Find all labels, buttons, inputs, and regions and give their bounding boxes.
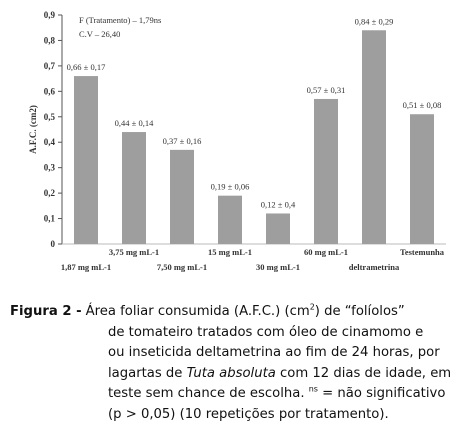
y-tick-label: 0,3 xyxy=(44,163,56,173)
y-tick-label: 0,8 xyxy=(44,35,56,45)
data-label: 0,37 ± 0,16 xyxy=(163,136,202,146)
data-label: 0,84 ± 0,29 xyxy=(355,16,394,26)
caption-line-1: Área foliar consumida (A.F.C.) (cm xyxy=(85,304,310,319)
bar xyxy=(74,76,98,244)
y-tick-label: 0 xyxy=(51,239,56,249)
bar xyxy=(122,132,146,244)
y-tick-label: 0,4 xyxy=(44,137,56,147)
category-label: 15 mg mL-1 xyxy=(208,247,252,257)
caption-sup-ns: ns xyxy=(308,384,318,394)
y-tick-label: 0,9 xyxy=(44,10,56,20)
y-tick-label: 0,2 xyxy=(44,188,56,198)
data-label: 0,12 ± 0,4 xyxy=(261,199,296,209)
bar xyxy=(266,213,290,244)
category-label: Testemunha xyxy=(400,247,445,257)
caption-line-2: de tomateiro tratados com óleo de cinamo… xyxy=(108,324,424,340)
data-label: 0,44 ± 0,14 xyxy=(115,118,154,128)
y-tick-label: 0,5 xyxy=(44,112,56,122)
category-label: 1,87 mg mL-1 xyxy=(61,262,111,272)
y-axis-label: A.F.C. (cm2) xyxy=(28,105,38,154)
data-label: 0,66 ± 0,17 xyxy=(67,62,106,72)
category-label: 30 mg mL-1 xyxy=(256,262,300,272)
category-label: 60 mg mL-1 xyxy=(304,247,348,257)
caption-line-3: ou inseticida deltametrina ao fim de 24 … xyxy=(108,345,440,360)
bar xyxy=(170,149,194,244)
annotation-cv: C.V – 26,40 xyxy=(79,29,120,39)
data-label: 0,57 ± 0,31 xyxy=(307,85,346,95)
caption-species: Tuta absoluta xyxy=(186,365,276,381)
caption-line-6: (p > 0,05) (10 repetições por tratamento… xyxy=(108,406,389,422)
y-tick-label: 0,7 xyxy=(44,61,56,71)
caption-line-5: teste sem chance de escolha. xyxy=(108,386,309,401)
caption-line-1-tail: ) de “folíolos” xyxy=(314,304,405,319)
y-tick-label: 0,6 xyxy=(44,86,56,96)
bar xyxy=(362,30,386,245)
data-label: 0,51 ± 0,08 xyxy=(403,100,442,110)
figure-caption: Figura 2 - Área foliar consumida (A.F.C.… xyxy=(10,302,466,425)
bar xyxy=(410,114,434,244)
bar xyxy=(218,195,242,244)
caption-line-4-tail: com 12 dias de idade, em xyxy=(275,365,452,381)
bar xyxy=(314,98,338,244)
caption-sup-2: 2 xyxy=(309,302,315,312)
caption-line-4: lagartas de xyxy=(108,365,187,381)
chart-svg: 0 0,1 0,2 0,3 0,4 0,5 0,6 0,7 0,8 0,9 A.F.C. (cm2)… xyxy=(28,10,446,272)
category-label: 7,50 mg mL-1 xyxy=(157,262,207,272)
category-label: deltrametrina xyxy=(349,262,400,272)
data-label: 0,19 ± 0,06 xyxy=(211,182,250,192)
bar-chart: 0 0,1 0,2 0,3 0,4 0,5 0,6 0,7 0,8 0,9 A.F.C. (cm2)… xyxy=(28,10,446,272)
y-tick-label: 0,1 xyxy=(44,214,56,224)
annotation-f-test: F (Tratamento) – 1,79ns xyxy=(79,15,161,25)
caption-label: Figura 2 - xyxy=(10,304,82,319)
category-label: 3,75 mg mL-1 xyxy=(109,247,159,257)
caption-line-5-tail: = não significativo xyxy=(317,386,446,401)
